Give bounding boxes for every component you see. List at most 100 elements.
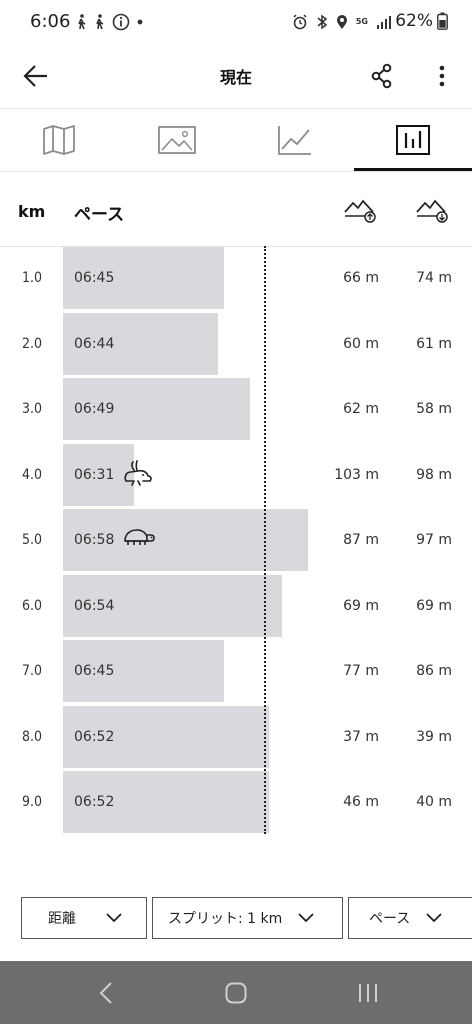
split-row: 7.0 06:45 77 m 86 m [0, 639, 472, 703]
turtle-icon [122, 524, 156, 554]
split-km: 1.0 [22, 270, 43, 286]
split-km: 9.0 [22, 794, 43, 810]
pace-bar [63, 574, 282, 637]
header-km: km [18, 202, 46, 221]
rabbit-icon [122, 459, 154, 491]
split-elevation-gain: 77 m [343, 663, 379, 679]
battery-percent: 62% [395, 11, 433, 31]
split-elevation-gain: 37 m [343, 728, 379, 745]
split-row: 3.0 06:49 62 m 58 m [0, 377, 472, 441]
network-label: 5G [355, 17, 368, 26]
pace-bar [63, 705, 269, 768]
split-row: 2.0 06:44 60 m 61 m [0, 312, 472, 376]
tab-graph[interactable] [236, 109, 354, 171]
nav-recents-button[interactable] [350, 977, 386, 1009]
split-elevation-loss: 39 m [416, 728, 452, 745]
split-km: 4.0 [22, 466, 43, 483]
split-elevation-loss: 61 m [416, 335, 452, 352]
status-bar: 6:06 5G 62% [0, 0, 472, 44]
split-pace: 06:45 [74, 270, 115, 286]
split-km: 8.0 [22, 728, 43, 745]
split-elevation-loss: 97 m [416, 532, 452, 548]
active-tab-indicator [354, 168, 472, 171]
split-elevation-gain: 66 m [343, 270, 379, 286]
average-pace-line [264, 246, 266, 834]
pace-bar [63, 378, 250, 440]
battery-icon [437, 12, 448, 30]
chevron-left-icon [99, 982, 112, 1004]
pace-bar [63, 509, 308, 571]
split-km: 2.0 [22, 335, 43, 352]
split-pace: 06:31 [74, 466, 115, 483]
split-km: 7.0 [22, 663, 43, 679]
chevron-down-icon [106, 913, 122, 923]
filter-bar: 距離 スプリット: 1 km ペース [0, 897, 472, 941]
split-elevation-loss: 69 m [416, 597, 452, 614]
photo-icon [158, 126, 196, 154]
share-button[interactable] [364, 58, 400, 94]
info-icon [112, 13, 130, 31]
elevation-gain-icon [344, 199, 376, 223]
split-pace: 06:52 [74, 794, 115, 810]
more-options-button[interactable] [426, 58, 458, 94]
split-km: 3.0 [22, 401, 43, 417]
split-elevation-loss: 74 m [416, 270, 452, 286]
split-pace: 06:58 [74, 532, 115, 548]
nav-back-button[interactable] [88, 977, 124, 1009]
map-icon [43, 125, 75, 155]
pace-bar [63, 443, 134, 506]
page-title: 現在 [219, 68, 252, 87]
split-pace: 06:54 [74, 597, 115, 614]
split-filter-label: スプリット: 1 km [168, 911, 283, 927]
tab-photos[interactable] [118, 109, 236, 171]
split-elevation-gain: 46 m [343, 794, 379, 810]
pace-filter-label: ペース [369, 911, 411, 927]
pace-bar [63, 247, 224, 309]
chevron-down-icon [426, 913, 442, 923]
split-pace: 06:49 [74, 401, 115, 417]
bluetooth-icon [317, 14, 328, 30]
split-row: 9.0 06:52 46 m 40 m [0, 770, 472, 834]
status-left-icons [76, 13, 144, 31]
home-icon [225, 982, 247, 1004]
split-elevation-loss: 86 m [416, 663, 452, 679]
split-pace: 06:52 [74, 728, 115, 745]
pace-bar [63, 640, 224, 702]
pace-filter-button[interactable]: ペース [348, 897, 472, 939]
chevron-down-icon [298, 913, 314, 923]
distance-filter-label: 距離 [48, 911, 76, 927]
app-bar: 現在 [0, 44, 472, 109]
split-elevation-gain: 103 m [334, 466, 379, 483]
walking-icon-2 [96, 14, 104, 30]
header-pace: ペース [74, 205, 125, 225]
more-vertical-icon [439, 65, 445, 87]
split-elevation-gain: 62 m [343, 401, 379, 417]
location-icon [336, 15, 347, 29]
split-row: 1.0 06:45 66 m 74 m [0, 246, 472, 310]
tab-map[interactable] [0, 109, 118, 171]
split-row: 6.0 06:54 69 m 69 m [0, 574, 472, 638]
status-right-icons: 5G [292, 14, 392, 30]
split-elevation-gain: 69 m [343, 597, 379, 614]
signal-icon [377, 16, 391, 29]
status-time: 6:06 [30, 11, 71, 32]
split-elevation-loss: 98 m [416, 466, 452, 483]
nav-home-button[interactable] [218, 977, 254, 1009]
split-elevation-loss: 58 m [416, 401, 452, 417]
split-row: 8.0 06:52 37 m 39 m [0, 705, 472, 769]
pace-bar [63, 312, 218, 375]
split-pace: 06:45 [74, 663, 115, 679]
split-km: 5.0 [22, 532, 43, 548]
split-filter-button[interactable]: スプリット: 1 km [152, 897, 343, 939]
battery-status: 62% [395, 11, 448, 31]
view-tabs [0, 109, 472, 172]
distance-filter-button[interactable]: 距離 [21, 897, 147, 939]
dot-icon [137, 19, 143, 25]
split-elevation-gain: 87 m [343, 532, 379, 548]
splits-header: km ペース [0, 172, 472, 247]
split-row: 4.0 06:31 103 m 98 m [0, 443, 472, 507]
tab-splits[interactable] [354, 109, 472, 171]
walking-icon [78, 14, 86, 30]
bar-chart-icon [396, 125, 430, 155]
back-button[interactable] [18, 58, 54, 94]
